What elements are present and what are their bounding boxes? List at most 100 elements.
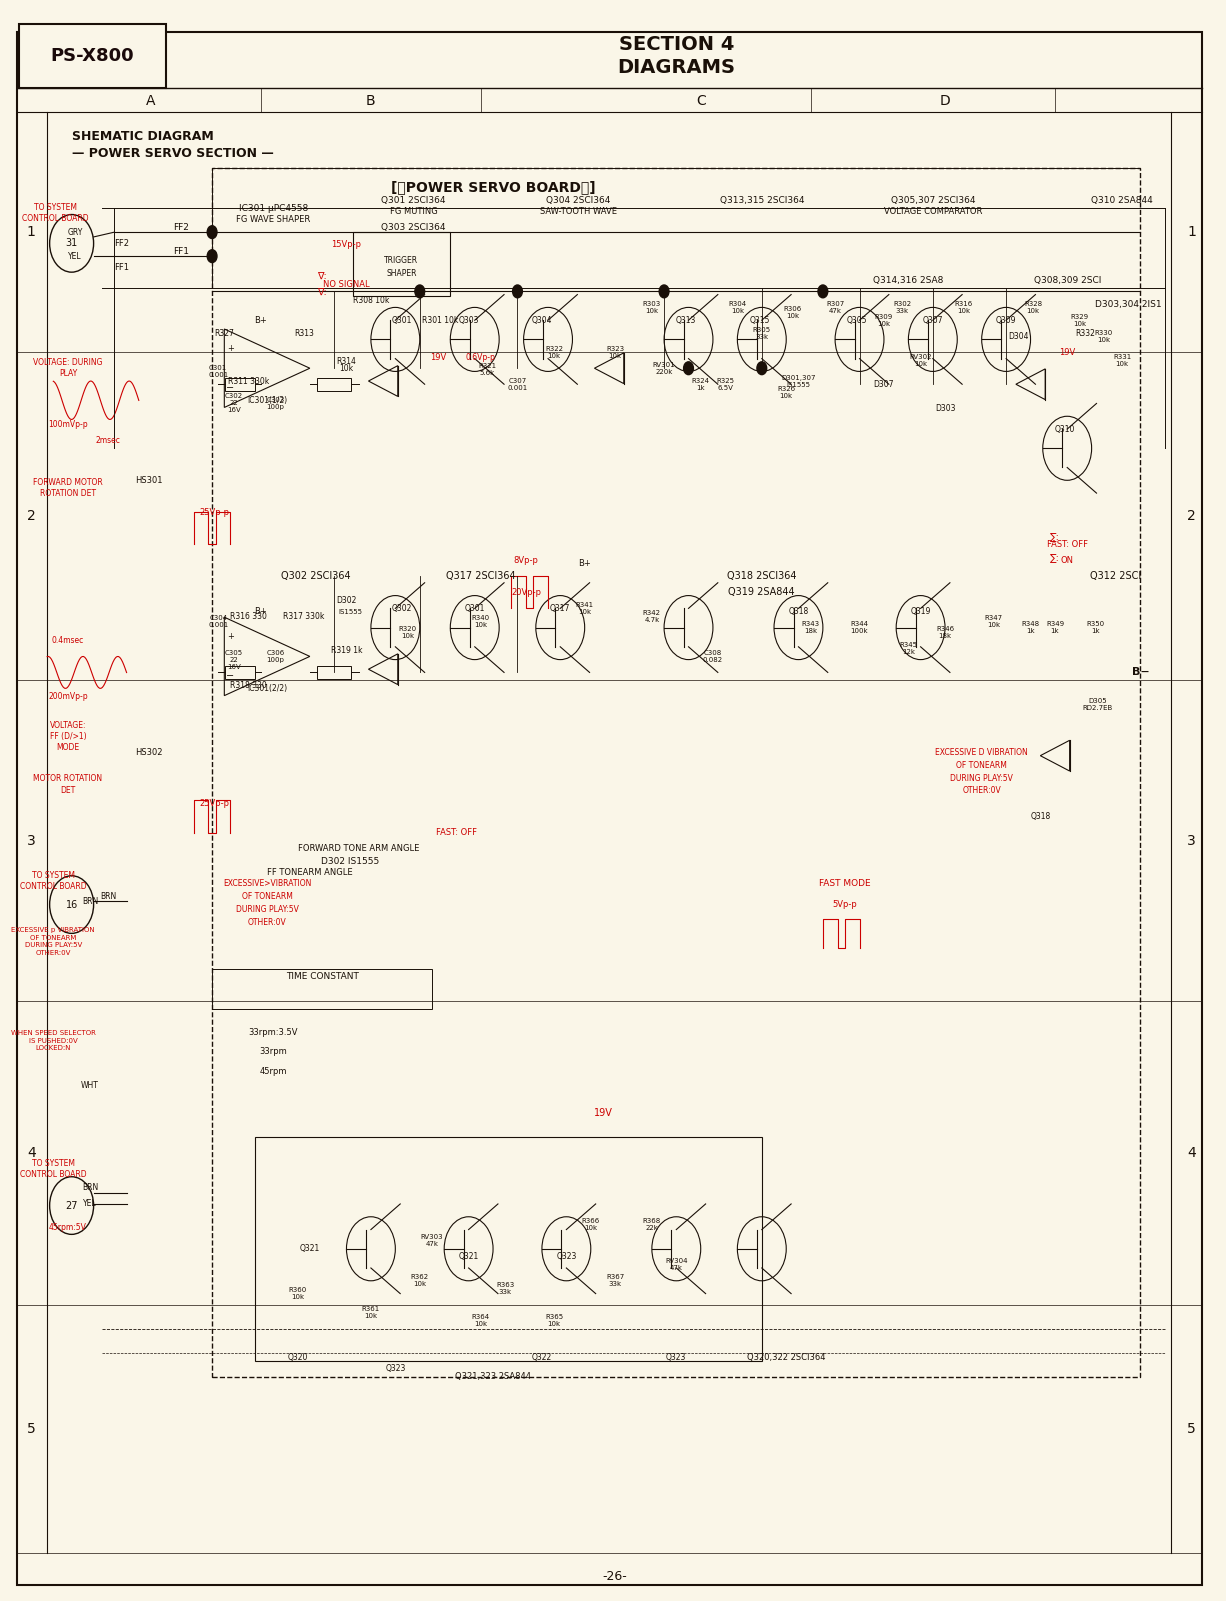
Text: Q313,315 2SCI364: Q313,315 2SCI364 xyxy=(720,195,804,205)
Text: R344
100k: R344 100k xyxy=(851,621,868,634)
Text: IC301 μPC4558: IC301 μPC4558 xyxy=(239,203,308,213)
Text: Q309: Q309 xyxy=(996,315,1016,325)
Text: R329
10k: R329 10k xyxy=(1070,314,1089,327)
Text: OTHER:0V: OTHER:0V xyxy=(962,786,1002,796)
Text: Q312 2SCI: Q312 2SCI xyxy=(1090,572,1141,581)
Text: 10k: 10k xyxy=(340,363,353,373)
Text: Q315: Q315 xyxy=(749,315,770,325)
Text: A: A xyxy=(146,94,156,107)
Text: 33rpm: 33rpm xyxy=(260,1047,287,1057)
Text: 4: 4 xyxy=(1188,1146,1197,1159)
Text: R301 10k: R301 10k xyxy=(422,315,459,325)
Text: 4: 4 xyxy=(27,1146,36,1159)
Text: SHAPER: SHAPER xyxy=(386,269,417,279)
Text: B: B xyxy=(367,94,375,107)
Text: FAST: OFF: FAST: OFF xyxy=(436,828,477,837)
Text: TO SYSTEM
CONTROL BOARD: TO SYSTEM CONTROL BOARD xyxy=(22,203,89,223)
Text: 5Vp-p: 5Vp-p xyxy=(832,900,857,909)
Text: R345
12k: R345 12k xyxy=(900,642,917,655)
Text: 2: 2 xyxy=(27,509,36,524)
Text: D302 IS1555: D302 IS1555 xyxy=(321,857,379,866)
Text: C305
22
16V: C305 22 16V xyxy=(226,650,243,669)
Text: VOLTAGE: DURING
PLAY: VOLTAGE: DURING PLAY xyxy=(33,359,103,378)
Text: D307: D307 xyxy=(874,379,894,389)
Text: 5: 5 xyxy=(27,1422,36,1436)
Text: 5: 5 xyxy=(1188,1422,1197,1436)
Text: Q323: Q323 xyxy=(666,1353,687,1362)
FancyBboxPatch shape xyxy=(20,24,166,88)
Text: R342
4.7k: R342 4.7k xyxy=(642,610,661,623)
Text: 45rpm: 45rpm xyxy=(260,1066,287,1076)
Bar xyxy=(255,1137,761,1361)
Text: FF TONEARM ANGLE: FF TONEARM ANGLE xyxy=(267,868,353,877)
Text: FF2: FF2 xyxy=(174,223,190,232)
Bar xyxy=(318,666,352,679)
Text: −: − xyxy=(227,671,234,680)
Text: FF1: FF1 xyxy=(114,263,130,272)
Text: 33rpm:3.5V: 33rpm:3.5V xyxy=(249,1028,298,1037)
Text: HS302: HS302 xyxy=(135,748,162,757)
Text: Q318 2SCI364: Q318 2SCI364 xyxy=(727,572,797,581)
Text: TIME CONSTANT: TIME CONSTANT xyxy=(286,972,358,981)
Text: R303
10k: R303 10k xyxy=(642,301,661,314)
Text: ON: ON xyxy=(1060,556,1074,565)
Text: 3: 3 xyxy=(27,834,36,847)
Text: DURING PLAY:5V: DURING PLAY:5V xyxy=(950,773,1013,783)
Bar xyxy=(212,168,1140,1377)
Text: 8Vp-p: 8Vp-p xyxy=(514,556,538,565)
Text: IS1555: IS1555 xyxy=(338,608,362,615)
Text: TO SYSTEM
CONTROL BOARD: TO SYSTEM CONTROL BOARD xyxy=(20,1159,87,1178)
Text: OTHER:0V: OTHER:0V xyxy=(248,917,287,927)
Text: RV303
47k: RV303 47k xyxy=(421,1234,444,1247)
Text: Q303 2SCI364: Q303 2SCI364 xyxy=(381,223,446,232)
Text: R366
10k: R366 10k xyxy=(581,1218,600,1231)
Text: R325
6.5V: R325 6.5V xyxy=(716,378,734,391)
Text: R305
33k: R305 33k xyxy=(753,327,771,339)
Text: BRN: BRN xyxy=(82,1183,98,1193)
Text: D305
RD2.7EB: D305 RD2.7EB xyxy=(1083,698,1113,711)
Text: D303: D303 xyxy=(934,403,955,413)
Text: R306
10k: R306 10k xyxy=(783,306,802,319)
Text: FAST: OFF: FAST: OFF xyxy=(1047,540,1087,549)
Text: Q302: Q302 xyxy=(391,604,412,613)
Circle shape xyxy=(756,362,766,375)
Text: 1: 1 xyxy=(27,226,36,239)
Text: FAST MODE: FAST MODE xyxy=(819,879,870,889)
Text: R360
10k: R360 10k xyxy=(288,1287,306,1300)
Text: IC301(1/2): IC301(1/2) xyxy=(246,395,287,405)
Text: IC301(2/2): IC301(2/2) xyxy=(246,684,287,693)
Text: PS-X800: PS-X800 xyxy=(50,46,134,66)
Bar xyxy=(224,666,255,679)
Text: 100mVp-p: 100mVp-p xyxy=(48,419,88,429)
Text: FF2: FF2 xyxy=(114,239,130,248)
Circle shape xyxy=(207,226,217,239)
Text: Q320: Q320 xyxy=(287,1353,308,1362)
Text: YEL: YEL xyxy=(67,251,82,261)
Text: R309
10k: R309 10k xyxy=(875,314,893,327)
Text: GRY: GRY xyxy=(67,227,83,237)
Text: R316 330: R316 330 xyxy=(230,612,267,621)
Text: FG WAVE SHAPER: FG WAVE SHAPER xyxy=(237,215,310,224)
Text: ∑:: ∑: xyxy=(1049,552,1060,562)
Text: +: + xyxy=(227,344,234,354)
Text: C303
100p: C303 100p xyxy=(266,397,284,410)
Text: Q308,309 2SCI: Q308,309 2SCI xyxy=(1034,275,1101,285)
Text: R347
10k: R347 10k xyxy=(984,615,1003,628)
Bar xyxy=(224,378,255,391)
Text: Q321: Q321 xyxy=(299,1244,320,1254)
Text: 20Vp-p: 20Vp-p xyxy=(511,588,541,597)
Text: R311 330k: R311 330k xyxy=(228,376,270,386)
Text: C304
0.001: C304 0.001 xyxy=(208,615,228,628)
Text: Q313: Q313 xyxy=(676,315,696,325)
Text: R328
10k: R328 10k xyxy=(1024,301,1042,314)
Text: D303,304 2IS1: D303,304 2IS1 xyxy=(1095,299,1161,309)
Text: FG MUTING: FG MUTING xyxy=(390,207,438,216)
Text: Q301 2SCI364: Q301 2SCI364 xyxy=(381,195,446,205)
Text: R317 330k: R317 330k xyxy=(283,612,325,621)
Text: B+: B+ xyxy=(255,315,267,325)
Text: R304
10k: R304 10k xyxy=(728,301,747,314)
Circle shape xyxy=(818,285,828,298)
Text: SHEMATIC DIAGRAM: SHEMATIC DIAGRAM xyxy=(71,130,213,142)
Text: Q317: Q317 xyxy=(550,604,570,613)
Text: VOLTAGE COMPARATOR: VOLTAGE COMPARATOR xyxy=(884,207,982,216)
